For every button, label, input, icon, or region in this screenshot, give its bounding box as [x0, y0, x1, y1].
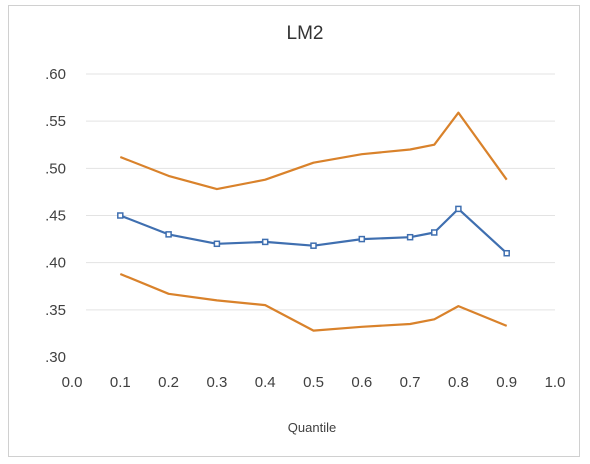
- y-tick-label: .45: [45, 208, 66, 225]
- y-tick-label: .30: [45, 349, 66, 366]
- data-point: [165, 231, 172, 238]
- x-tick-label: 0.0: [62, 374, 83, 391]
- data-point: [455, 205, 462, 213]
- series-line-0: [119, 111, 508, 191]
- data-point: [117, 212, 124, 219]
- x-tick-label: 0.1: [110, 374, 131, 391]
- series-line-2: [119, 272, 508, 332]
- x-tick-label: 0.2: [158, 374, 179, 391]
- chart-frame: [8, 5, 580, 457]
- x-tick-label: 0.3: [206, 374, 227, 391]
- data-point: [406, 233, 414, 241]
- y-tick-label: .40: [45, 255, 66, 272]
- chart-title: LM2: [287, 23, 324, 44]
- data-point: [431, 229, 438, 236]
- x-axis-label: Quantile: [288, 420, 336, 435]
- x-tick-label: 0.8: [448, 374, 469, 391]
- x-tick-label: 0.9: [496, 374, 517, 391]
- x-tick-label: 0.5: [303, 374, 324, 391]
- x-tick-label: 0.4: [255, 374, 276, 391]
- y-tick-label: .35: [45, 302, 66, 319]
- x-tick-label: 0.6: [351, 374, 372, 391]
- y-tick-label: .55: [45, 113, 66, 130]
- series-line-1: [119, 207, 508, 255]
- data-point: [261, 238, 269, 246]
- y-tick-label: .60: [45, 66, 66, 83]
- x-tick-label: 1.0: [545, 374, 566, 391]
- x-tick-label: 0.7: [400, 374, 421, 391]
- data-point: [358, 235, 366, 243]
- data-point: [310, 242, 317, 249]
- y-tick-label: .50: [45, 160, 66, 177]
- data-point: [213, 240, 221, 248]
- data-point: [503, 249, 510, 257]
